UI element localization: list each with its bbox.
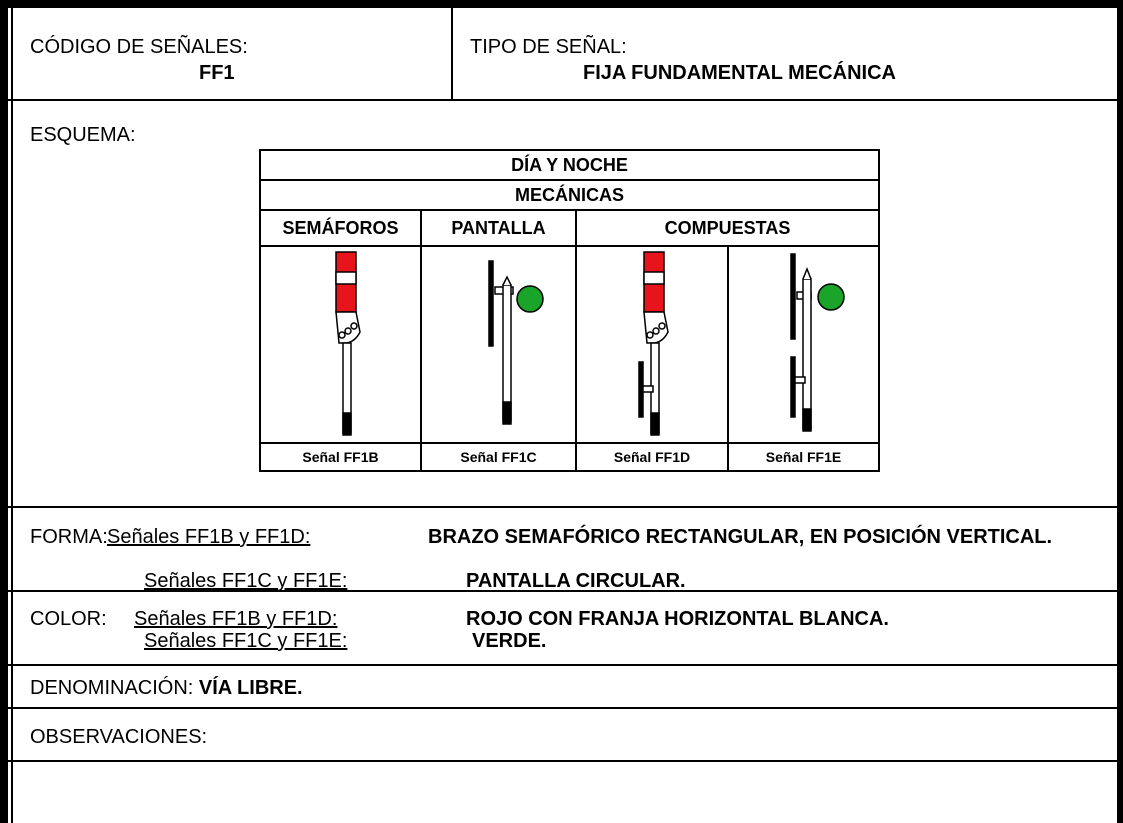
observaciones-label: OBSERVACIONES: — [30, 726, 208, 748]
group-header: COMPUESTAS — [577, 211, 878, 247]
row-line — [8, 664, 1117, 666]
schema-label: ESQUEMA: — [30, 124, 136, 146]
col-line — [575, 247, 577, 470]
signal-label: Señal FF1D — [613, 449, 691, 465]
forma-signals: Señales FF1B y FF1D: — [107, 526, 311, 548]
group-header: PANTALLA — [422, 211, 577, 247]
color-text: VERDE. — [472, 630, 547, 652]
row-line — [261, 442, 878, 444]
signal-label: Señal FF1E — [765, 449, 842, 465]
type-label: TIPO DE SEÑAL: — [470, 36, 627, 58]
color-signals: Señales FF1C y FF1E: — [144, 630, 348, 652]
code-label: CÓDIGO DE SEÑALES: — [30, 36, 248, 58]
row-line — [8, 99, 1117, 101]
schema-title: DÍA Y NOCHE — [261, 151, 878, 181]
schema-table: DÍA Y NOCHE MECÁNICAS SEMÁFOROS PANTALLA… — [259, 149, 880, 472]
forma-signals: Señales FF1C y FF1E: — [144, 570, 348, 592]
denominacion: DENOMINACIÓN: VÍA LIBRE. — [30, 677, 303, 700]
col-line — [420, 247, 422, 470]
forma-text: BRAZO SEMAFÓRICO RECTANGULAR, EN POSICIÓ… — [428, 526, 1053, 548]
row-line — [8, 760, 1117, 762]
inner-left-rule — [11, 8, 13, 823]
code: FF1 — [199, 62, 235, 84]
denominacion-label: DENOMINACIÓN: — [30, 677, 194, 699]
color-label: COLOR: — [30, 608, 107, 630]
signal-ff1d — [638, 251, 669, 436]
group-header: SEMÁFOROS — [261, 211, 422, 247]
signal-ff1b — [335, 251, 361, 436]
header-divider — [451, 8, 453, 100]
row-line — [8, 707, 1117, 709]
forma-text: PANTALLA CIRCULAR. — [466, 570, 686, 592]
schema-subtitle: MECÁNICAS — [261, 181, 878, 211]
col-line — [727, 247, 729, 470]
row-line — [8, 590, 1117, 592]
color-text: ROJO CON FRANJA HORIZONTAL BLANCA. — [466, 608, 889, 630]
signal-label: Señal FF1C — [460, 449, 537, 465]
color-signals: Señales FF1B y FF1D: — [134, 608, 338, 630]
denominacion-text: VÍA LIBRE. — [198, 677, 303, 699]
type: FIJA FUNDAMENTAL MECÁNICA — [583, 62, 896, 84]
signal-ff1c — [488, 260, 544, 425]
forma-label: FORMA: — [30, 526, 108, 548]
signal-label: Señal FF1B — [302, 449, 379, 465]
row-line — [8, 506, 1117, 508]
signal-ff1e — [790, 253, 845, 432]
signal-drawings — [335, 251, 845, 436]
